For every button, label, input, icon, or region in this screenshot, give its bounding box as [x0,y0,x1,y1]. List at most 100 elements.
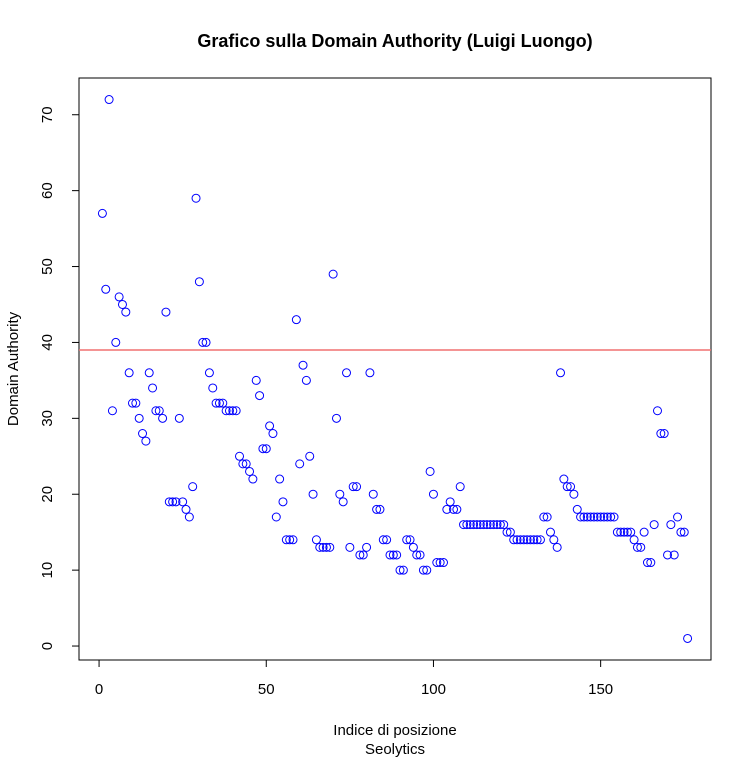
point [606,512,616,522]
point [415,550,425,560]
point [181,504,191,514]
point [131,398,141,408]
point [475,520,485,530]
subtitle: Seolytics [365,741,425,758]
point [422,565,432,575]
point [539,512,549,522]
point [144,368,154,378]
point [566,482,576,492]
y-tick-label: 70 [39,106,56,123]
point [97,208,107,218]
y-tick-label: 30 [39,410,56,427]
point [535,535,545,545]
point [469,520,479,530]
point [251,375,261,385]
point [134,413,144,423]
y-tick-label: 50 [39,258,56,275]
point [191,193,201,203]
point [569,489,579,499]
x-tick-label: 100 [421,681,446,698]
point [562,482,572,492]
point [128,398,138,408]
point [656,429,666,439]
point [111,337,121,347]
point [151,406,161,416]
point [509,535,519,545]
point [525,535,535,545]
point [455,482,465,492]
y-tick-label: 20 [39,486,56,503]
point [141,436,151,446]
point [214,398,224,408]
point [231,406,241,416]
point [435,558,445,568]
point [305,451,315,461]
point [194,277,204,287]
point [201,337,211,347]
point [184,512,194,522]
point [622,527,632,537]
point [489,520,499,530]
point [663,550,673,560]
point [238,459,248,469]
point [552,542,562,552]
point [228,406,238,416]
y-tick-label: 60 [39,182,56,199]
chart-title: Grafico sulla Domain Authority (Luigi Lu… [197,31,592,51]
point [545,527,555,537]
point [586,512,596,522]
point [532,535,542,545]
point [679,527,689,537]
point [335,489,345,499]
point [198,337,208,347]
point [265,421,275,431]
point [636,542,646,552]
point [495,520,505,530]
point [462,520,472,530]
point [288,535,298,545]
point [138,429,148,439]
point [204,368,214,378]
point [362,542,372,552]
point [499,520,509,530]
point [449,504,459,514]
point [375,504,385,514]
point [285,535,295,545]
point [592,512,602,522]
x-tick-label: 0 [95,681,103,698]
point [626,527,636,537]
point [311,535,321,545]
point [609,512,619,522]
point [438,558,448,568]
x-tick-label: 50 [258,681,275,698]
point [465,520,475,530]
point [676,527,686,537]
point [596,512,606,522]
point [161,307,171,317]
point [278,497,288,507]
point [178,497,188,507]
point [101,284,111,294]
point [559,474,569,484]
point [639,527,649,537]
point [479,520,489,530]
point [221,406,231,416]
point [445,497,455,507]
point [168,497,178,507]
point [589,512,599,522]
point [452,504,462,514]
point [666,520,676,530]
point [683,633,693,643]
point [492,520,502,530]
point [408,542,418,552]
point [395,565,405,575]
point [459,520,469,530]
point [649,520,659,530]
point [673,512,683,522]
point [338,497,348,507]
point [174,413,184,423]
point [355,550,365,560]
y-tick-label: 10 [39,562,56,579]
point [652,406,662,416]
